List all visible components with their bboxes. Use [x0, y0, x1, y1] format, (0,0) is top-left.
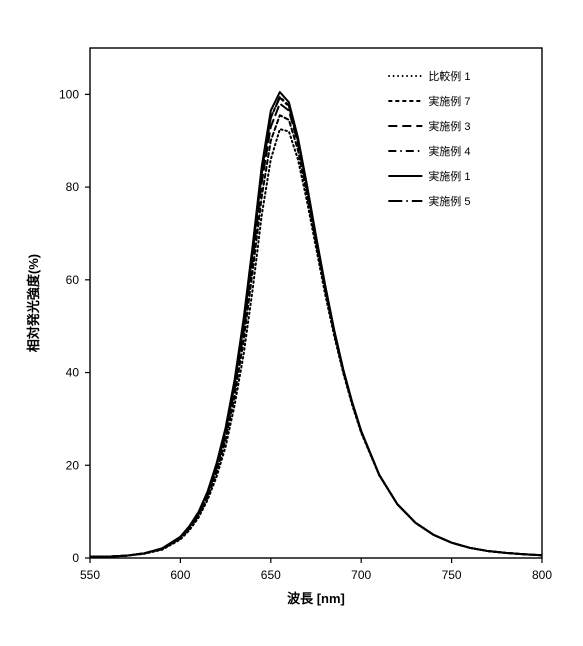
emission-spectrum-chart: 550 600 650 700 750 800 0 20 40 60 80 100 波長 [nm] 相対発…	[0, 0, 583, 646]
y-tick-label: 80	[66, 180, 80, 194]
x-tick-label: 700	[351, 568, 371, 582]
x-axis-label: 波長 [nm]	[287, 591, 345, 606]
legend-label: 実施例 1	[428, 169, 470, 183]
y-tick-label: 40	[66, 366, 80, 380]
legend-label: 実施例 4	[428, 144, 470, 158]
x-tick-label: 750	[442, 568, 462, 582]
y-tick-label: 0	[72, 551, 79, 565]
legend-label: 実施例 7	[428, 94, 470, 108]
x-tick-label: 800	[532, 568, 552, 582]
legend-label: 比較例 1	[428, 69, 470, 83]
y-tick-label: 100	[59, 87, 79, 101]
legend-label: 実施例 5	[428, 194, 470, 208]
legend-label: 実施例 3	[428, 119, 470, 133]
x-tick-label: 650	[261, 568, 281, 582]
chart-container: 550 600 650 700 750 800 0 20 40 60 80 100 波長 [nm] 相対発…	[0, 0, 583, 646]
y-tick-label: 20	[66, 458, 80, 472]
x-tick-label: 550	[80, 568, 100, 582]
y-tick-label: 60	[66, 273, 80, 287]
y-axis-label: 相対発光強度(%)	[26, 254, 41, 352]
x-tick-label: 600	[170, 568, 190, 582]
